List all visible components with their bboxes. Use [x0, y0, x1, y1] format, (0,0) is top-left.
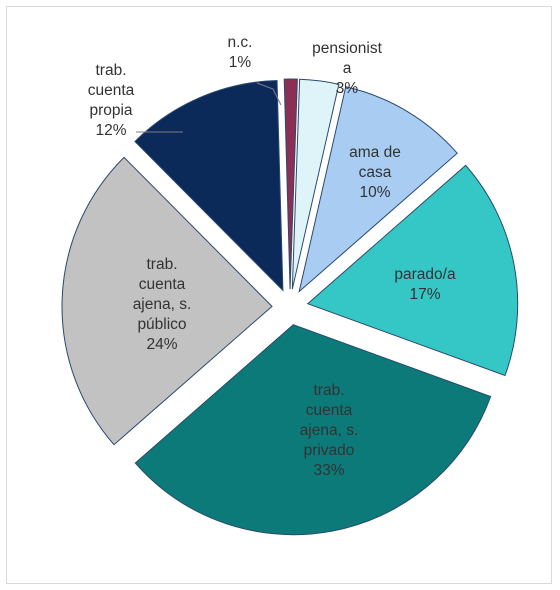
slice-label-line: 33%: [313, 462, 344, 479]
slice-label-line: cuenta: [306, 402, 353, 419]
slice-label-line: ama de: [349, 144, 401, 161]
slice-label-ajena-privado: trab. cuenta ajena, s. privado 33%: [300, 382, 359, 479]
pie-slice-ajena-privado: [134, 324, 492, 536]
slice-label-parado: parado/a 17%: [394, 266, 456, 303]
leader-line-nc: [256, 82, 282, 106]
slice-label-line: trab.: [95, 62, 126, 79]
pie-slice-parado: [306, 164, 519, 377]
slice-label-line: ajena, s.: [300, 422, 359, 439]
slice-label-line: a: [343, 60, 352, 77]
slice-label-line: n.c.: [228, 34, 253, 51]
pie-slice-cuenta-propia: [134, 80, 284, 292]
slice-label-line: casa: [359, 164, 392, 181]
slice-label-line: pensionist: [312, 40, 382, 57]
slice-label-line: propia: [89, 102, 132, 119]
slice-label-nc: n.c. 1%: [228, 34, 253, 71]
slice-label-line: trab.: [313, 382, 344, 399]
slice-label-line: parado/a: [394, 266, 456, 283]
slice-label-line: público: [137, 316, 186, 333]
slice-label-line: cuenta: [88, 82, 135, 99]
slice-label-line: trab.: [146, 256, 177, 273]
slice-label-line: 1%: [229, 54, 252, 71]
slice-label-line: ajena, s.: [133, 296, 192, 313]
pie-slice-pensionista: [291, 78, 340, 290]
pie-slice-ajena-publico: [61, 156, 273, 446]
slice-label-line: 12%: [95, 122, 126, 139]
slice-label-ajena-publico: trab. cuenta ajena, s. público 24%: [133, 256, 192, 353]
slice-label-pensionista: pensionist a 3%: [312, 40, 382, 97]
slice-label-line: privado: [304, 442, 355, 459]
slice-label-line: 10%: [359, 184, 390, 201]
slice-label-line: cuenta: [139, 276, 186, 293]
slice-label-line: 24%: [146, 336, 177, 353]
slice-label-line: 17%: [409, 286, 440, 303]
pie-slice-ama-de-casa: [298, 86, 458, 293]
pie-slice-nc: [283, 78, 298, 290]
slice-label-line: 3%: [336, 80, 359, 97]
chart-frame: pensionist a 3% ama de casa 10% parado/a 17% tra…: [6, 6, 552, 584]
slice-label-ama-de-casa: ama de casa 10%: [349, 144, 401, 201]
slice-label-cuenta-propia: trab. cuenta propia 12%: [88, 62, 135, 139]
pie-chart: pensionist a 3% ama de casa 10% parado/a 17% tra…: [61, 34, 519, 536]
